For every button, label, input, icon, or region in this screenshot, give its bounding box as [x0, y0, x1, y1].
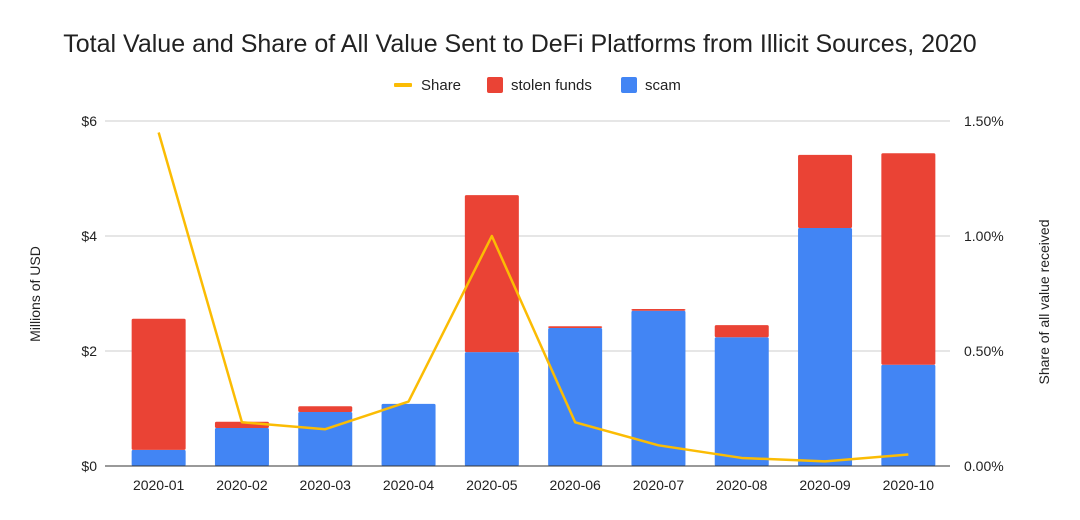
chart-title: Total Value and Share of All Value Sent … [63, 30, 976, 58]
x-tick-label: 2020-02 [216, 477, 268, 493]
legend-label: stolen funds [511, 77, 592, 94]
bar-stolen-funds [631, 309, 686, 311]
y-tick-label: $0 [81, 458, 97, 474]
bar-scam [464, 352, 519, 466]
y2-tick-label: 1.00% [964, 228, 1004, 244]
axes: $0 $2 $4 $6 0.00% 0.50% 1.00% 1.50% 2020-01 2020-… [81, 113, 1003, 493]
x-tick-label: 2020-10 [883, 477, 935, 493]
bars [131, 153, 936, 466]
legend-swatch-stolen-funds [487, 77, 503, 93]
bar-scam [881, 364, 936, 466]
x-tick-label: 2020-07 [633, 477, 685, 493]
bar-scam [214, 428, 269, 466]
y2-tick-label: 0.50% [964, 343, 1004, 359]
bar-stolen-funds [131, 318, 186, 450]
bar-stolen-funds [798, 154, 853, 228]
x-tick-label: 2020-06 [549, 477, 601, 493]
bar-scam [131, 449, 186, 466]
legend-label: Share [421, 77, 461, 94]
bar-scam [298, 411, 353, 466]
bar-scam [631, 310, 686, 466]
x-tick-label: 2020-09 [799, 477, 851, 493]
x-tick-label: 2020-03 [300, 477, 352, 493]
legend-swatch-share [394, 83, 412, 87]
y-tick-label: $6 [81, 113, 97, 129]
legend-swatch-scam [621, 77, 637, 93]
bar-stolen-funds [298, 406, 353, 412]
x-tick-label: 2020-04 [383, 477, 435, 493]
legend: Share stolen funds scam [394, 77, 681, 94]
bar-scam [714, 337, 769, 466]
share-line-group [157, 132, 909, 463]
bar-stolen-funds [464, 195, 519, 353]
y2-axis-label: Share of all value received [1036, 220, 1052, 385]
share-line [157, 132, 909, 463]
y-tick-label: $2 [81, 343, 97, 359]
bar-scam [798, 227, 853, 466]
x-tick-label: 2020-05 [466, 477, 518, 493]
bar-stolen-funds [714, 325, 769, 338]
bar-stolen-funds [881, 153, 936, 365]
bar-scam [381, 403, 436, 466]
y2-tick-label: 1.50% [964, 113, 1004, 129]
y2-tick-label: 0.00% [964, 458, 1004, 474]
y-tick-label: $4 [81, 228, 97, 244]
bar-stolen-funds [548, 326, 603, 328]
x-tick-label: 2020-01 [133, 477, 185, 493]
bar-scam [548, 328, 603, 466]
y-axis-label: Millions of USD [27, 246, 43, 342]
x-tick-label: 2020-08 [716, 477, 768, 493]
legend-label: scam [645, 77, 681, 94]
